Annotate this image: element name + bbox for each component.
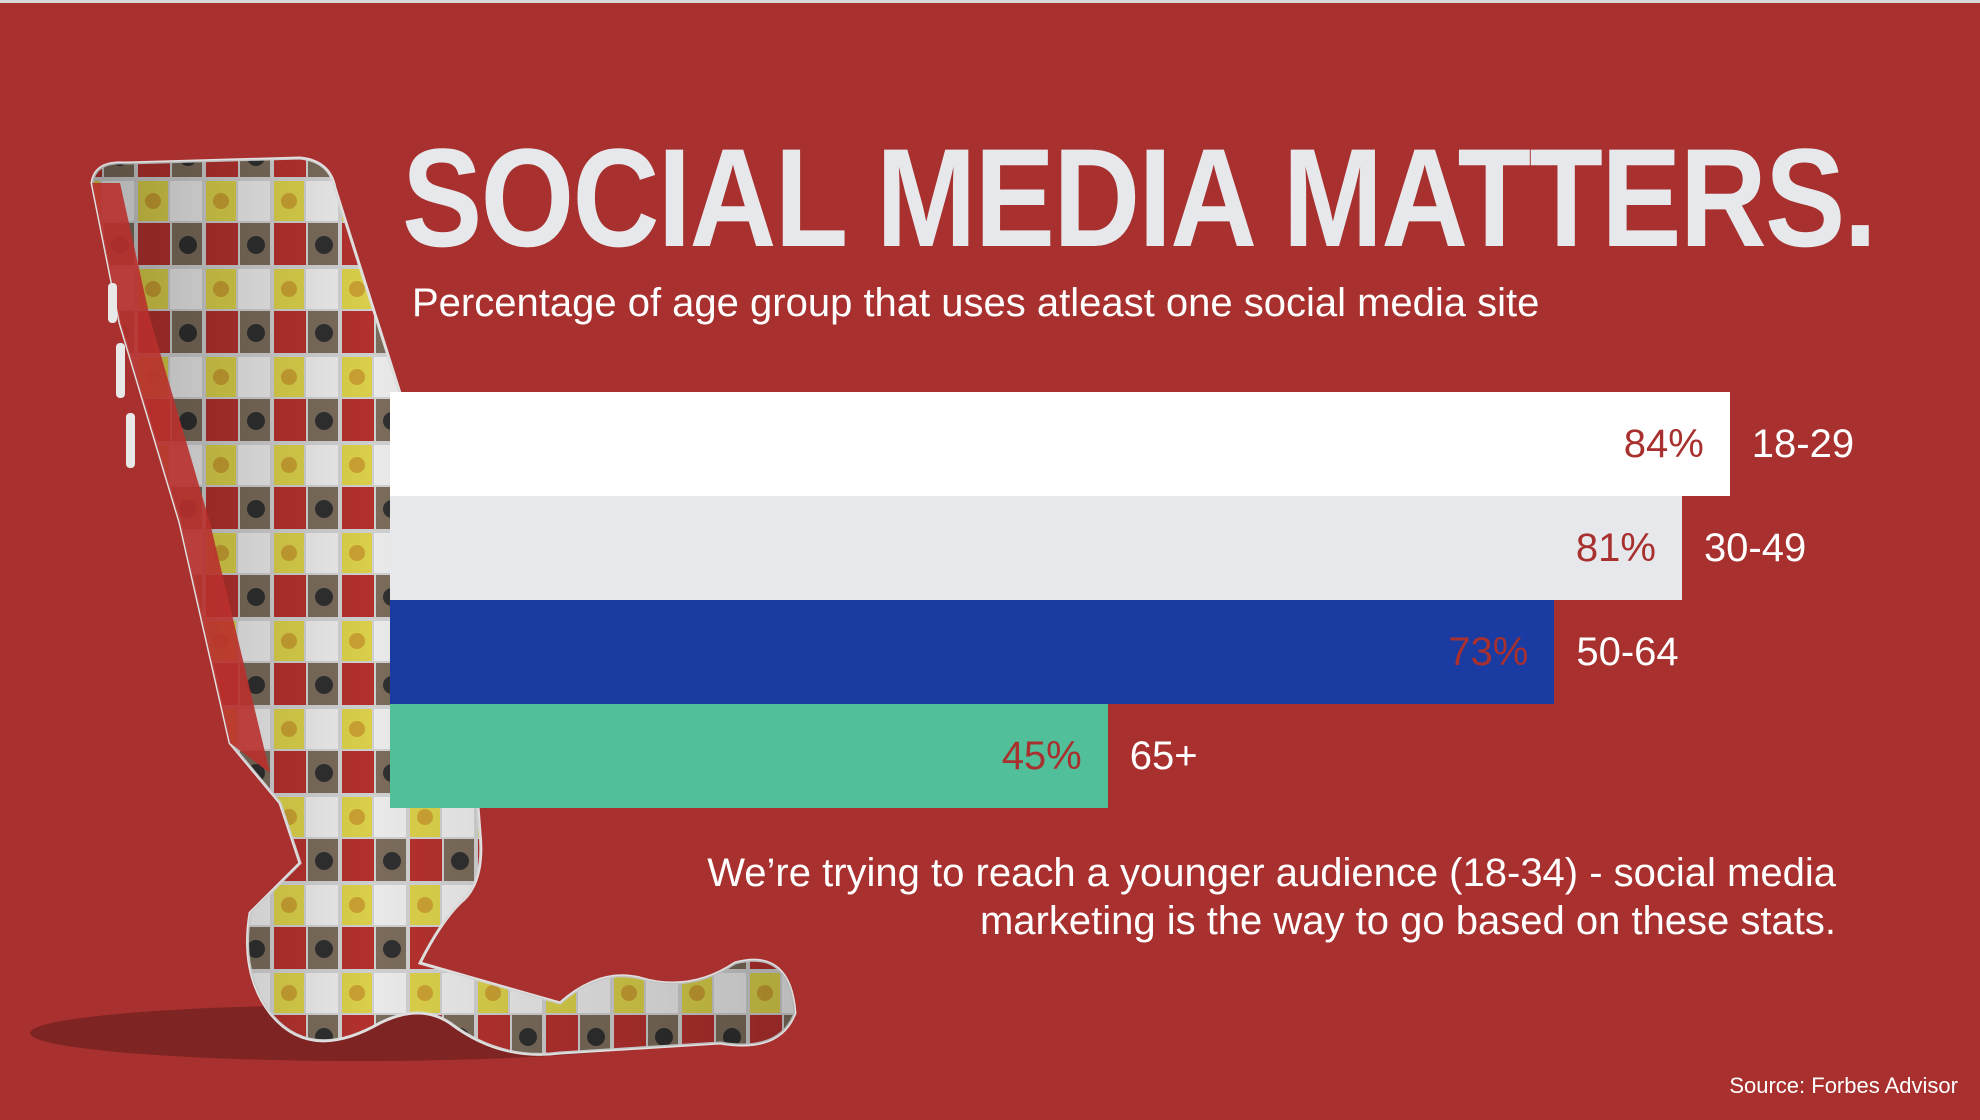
bar-65+: [390, 704, 1108, 808]
chart-subtitle: Percentage of age group that uses atleas…: [412, 281, 1540, 325]
source-credit: Source: Forbes Advisor: [1729, 1073, 1958, 1098]
bar-value-label: 84%: [1623, 422, 1704, 466]
top-border: [0, 0, 1980, 3]
bar-18-29: [390, 392, 1730, 496]
bar-category-label: 50-64: [1576, 630, 1679, 674]
phone-side-button: [108, 283, 117, 323]
bar-category-label: 65+: [1129, 734, 1198, 778]
bar-chart: 84% 18-29 81% 30-49 73% 50-64 45% 65+: [0, 3, 1980, 1120]
bar-value-label: 73%: [1448, 630, 1529, 674]
bar-value-label: 45%: [1001, 734, 1082, 778]
phone-side-button: [126, 413, 135, 468]
bar-30-49: [390, 496, 1682, 600]
bar-50-64: [390, 600, 1555, 704]
bar-category-label: 18-29: [1751, 422, 1855, 466]
phone-frame-edge: [92, 183, 270, 773]
bar-value-label: 81%: [1575, 526, 1656, 570]
infographic-canvas: SOCIAL MEDIA MATTERS. Percentage of age …: [0, 3, 1980, 1120]
chart-title: SOCIAL MEDIA MATTERS.: [402, 119, 1877, 276]
phone-side-button: [116, 343, 125, 398]
footnote-text: We’re trying to reach a younger audience…: [707, 851, 1836, 943]
bar-category-label: 30-49: [1703, 526, 1807, 570]
